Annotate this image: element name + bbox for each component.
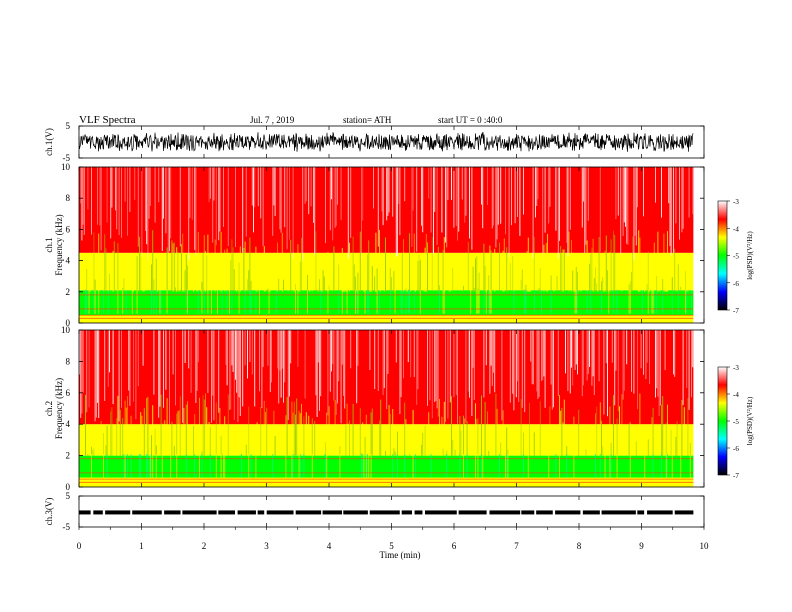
time-axis: 0 1 2 3 4 5 6 7 8 9 10 <box>77 527 709 551</box>
ch1-spectrogram-ytick-label: 8 <box>66 193 71 203</box>
cb1-tick-label: -3 <box>733 198 739 206</box>
ch1-spectrogram-band <box>79 315 694 323</box>
cb1-tick-label: -7 <box>733 307 739 315</box>
x-tick-label: 6 <box>452 541 457 551</box>
ch3-waveform-ytick-label: -5 <box>63 522 71 532</box>
ch2-spectrogram-ytick-label: 6 <box>66 388 71 398</box>
cb1-tick-label: -5 <box>733 253 739 261</box>
ch3-waveform-y-label: ch.3(V) <box>44 498 54 526</box>
ch1-spectrogram-panel: ch.1 Frequency (kHz) 0 2 4 6 8 10 <box>44 162 705 328</box>
cb2-tick-label: -4 <box>733 391 739 399</box>
ch1-waveform-y-label: ch.1(V) <box>44 128 54 156</box>
ch1-spectrogram-ytick-label: 6 <box>66 224 71 234</box>
ch1-spectrogram-ytick-label: 2 <box>66 287 71 297</box>
ch2-spectrogram-freq-label: Frequency (kHz) <box>54 378 64 439</box>
ch2-spectrogram-ytick-label: 4 <box>66 419 71 429</box>
cb2-tick-label: -6 <box>733 445 739 453</box>
ch2-spectrogram-channel-y-label: ch.2 <box>44 401 54 416</box>
ch3-waveform-ytick-label: 5 <box>66 491 71 501</box>
ch1-spectrogram-freq-label: Frequency (kHz) <box>54 214 64 275</box>
ch1-waveform-ytick-label: 5 <box>66 121 71 131</box>
cb2-bar <box>717 366 728 476</box>
cb2-label: log(PSD)(V²/Hz) <box>746 396 754 445</box>
ch2-spectrogram-band <box>79 455 694 478</box>
cb2-tick-label: -7 <box>733 472 739 480</box>
cb1-label: log(PSD)(V²/Hz) <box>746 231 754 280</box>
x-tick-label: 7 <box>514 541 519 551</box>
x-tick-label: 3 <box>264 541 269 551</box>
ch2-colorbar: -3 -4 -5 -6 -7 log(PSD)(V²/Hz) <box>717 364 754 480</box>
x-tick-label: 2 <box>202 541 207 551</box>
figure-title: VLF Spectra <box>79 114 136 126</box>
ch1-spectrogram-ytick-label: 4 <box>66 256 71 266</box>
x-tick-label: 0 <box>77 541 82 551</box>
cb1-tick-label: -6 <box>733 280 739 288</box>
cb2-tick-label: -5 <box>733 418 739 426</box>
cb1-bar <box>717 200 728 311</box>
x-tick-label: 8 <box>577 541 582 551</box>
cb2-tick-label: -3 <box>733 364 739 372</box>
ch2-spectrogram-panel: ch.2 Frequency (kHz) 0 2 4 6 8 10 <box>44 325 705 492</box>
ch1-waveform-panel: ch.1(V) 5 -5 <box>44 121 705 163</box>
ch1-waveform-ytick-label: -5 <box>63 153 71 163</box>
date-label: Jul. 7 , 2019 <box>250 115 295 125</box>
ch1-spectrogram-ytick-label: 0 <box>66 318 71 328</box>
ch3-trace <box>79 510 694 515</box>
ch1-spectrogram-channel-y-label: ch.1 <box>44 237 54 252</box>
x-tick-label: 9 <box>639 541 644 551</box>
ch3-waveform-panel: ch.3(V) 5 -5 <box>44 491 705 532</box>
ch2-spectrogram-band <box>79 330 694 425</box>
x-axis-label: Time (min) <box>380 550 421 560</box>
ch1-spectrogram-texture <box>80 167 694 314</box>
x-tick-label: 4 <box>327 541 332 551</box>
ch1-waveform-trace <box>78 131 694 152</box>
ch2-spectrogram-ytick-label: 8 <box>66 356 71 366</box>
station-label: station= ATH <box>343 115 392 125</box>
x-tick-label: 5 <box>389 541 394 551</box>
ch2-spectrogram-ytick-label: 10 <box>61 325 71 335</box>
cb1-tick-label: -4 <box>733 225 739 233</box>
ch2-spectrogram-ytick-label: 2 <box>66 451 71 461</box>
ch2-spectrogram-band <box>79 424 694 456</box>
ch1-spectrogram-band <box>79 167 694 253</box>
x-tick-label: 10 <box>700 541 710 551</box>
ch1-colorbar: -3 -4 -5 -6 -7 log(PSD)(V²/Hz) <box>717 198 754 315</box>
start-time-label: start UT = 0 :40:0 <box>438 115 503 125</box>
ch2-spectrogram-texture <box>79 330 694 478</box>
ch2-spectrogram-ytick-label: 0 <box>66 482 71 492</box>
x-tick-label: 1 <box>139 541 144 551</box>
ch1-spectrogram-ytick-label: 10 <box>61 162 71 172</box>
